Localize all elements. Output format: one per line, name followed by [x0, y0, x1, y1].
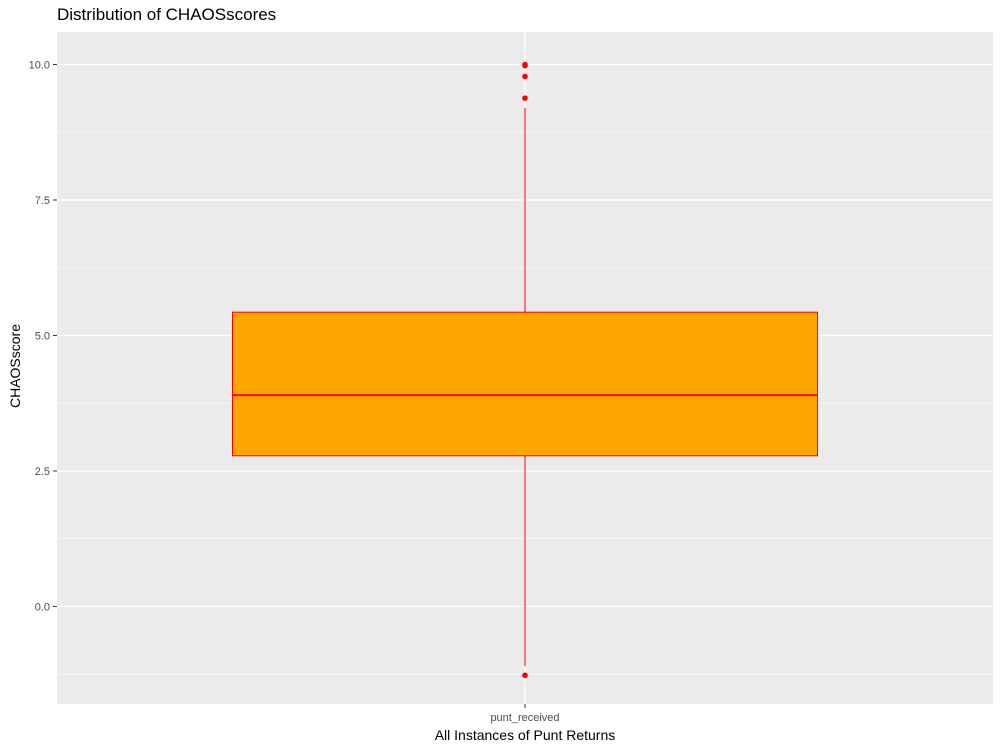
box-series: [232, 61, 818, 679]
y-tick-label: 2.5: [35, 466, 50, 478]
y-tick-label: 7.5: [35, 195, 50, 207]
y-tick-label: 5.0: [35, 330, 50, 342]
chart-title: Distribution of CHAOSscores: [57, 5, 277, 24]
outlier-point: [522, 73, 528, 80]
y-axis-ticks: 0.0 2.5 5.0 7.5 10.0: [29, 60, 57, 613]
y-tick-label: 10.0: [29, 60, 50, 72]
outlier-point: [522, 95, 528, 101]
outlier-point: [522, 62, 528, 69]
x-axis-ticks: punt_received: [490, 704, 560, 724]
outlier-point: [522, 672, 528, 679]
box-iqr: [232, 311, 818, 457]
x-tick-label: punt_received: [490, 712, 559, 724]
y-tick-label: 0.0: [35, 601, 50, 613]
x-axis-label: All Instances of Punt Returns: [434, 727, 616, 743]
